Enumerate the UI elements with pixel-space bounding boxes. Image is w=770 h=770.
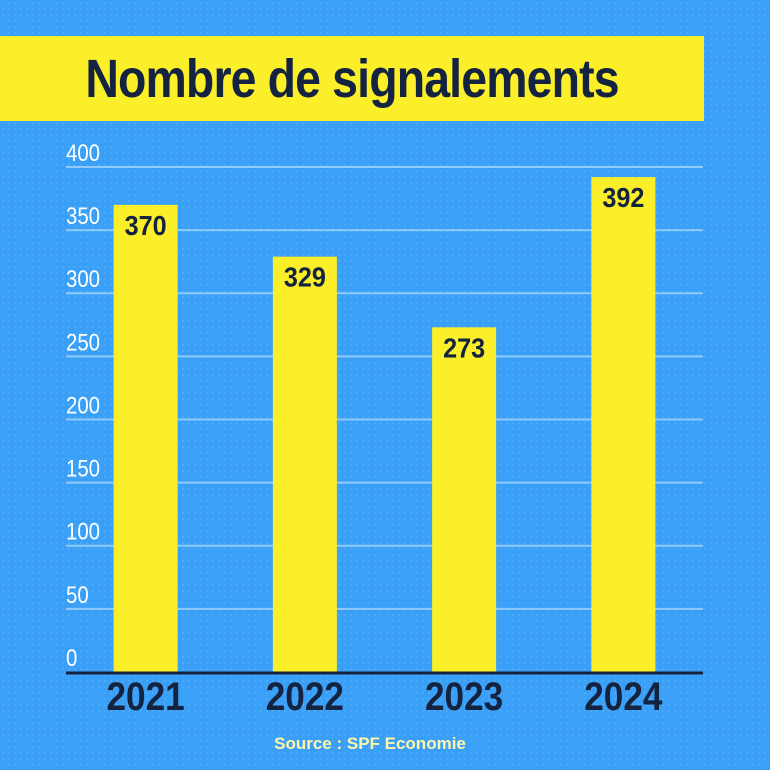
source-note: Source : SPF Economie [274, 734, 466, 753]
data-label: 392 [602, 182, 644, 214]
y-tick-label: 50 [66, 581, 89, 608]
bar [272, 256, 337, 672]
x-tick-label: 2021 [106, 674, 184, 719]
y-tick-label: 350 [66, 203, 100, 230]
title-banner: Nombre de signalements [0, 36, 704, 121]
bar [432, 327, 497, 672]
data-label: 370 [125, 210, 167, 242]
x-tick-label: 2023 [425, 674, 503, 719]
y-tick-label: 0 [66, 644, 77, 671]
data-label: 329 [284, 261, 326, 293]
y-tick-label: 100 [66, 518, 100, 545]
y-tick-label: 300 [66, 266, 100, 293]
x-tick-label: 2022 [266, 674, 344, 719]
y-tick-label: 200 [66, 392, 100, 419]
y-tick-label: 250 [66, 329, 100, 356]
bar [113, 204, 178, 672]
y-tick-label: 400 [66, 139, 100, 166]
data-label: 273 [443, 332, 485, 364]
chart-title: Nombre de signalements [85, 48, 619, 109]
y-tick-label: 150 [66, 455, 100, 482]
x-tick-label: 2024 [584, 674, 662, 719]
bar [591, 177, 656, 672]
